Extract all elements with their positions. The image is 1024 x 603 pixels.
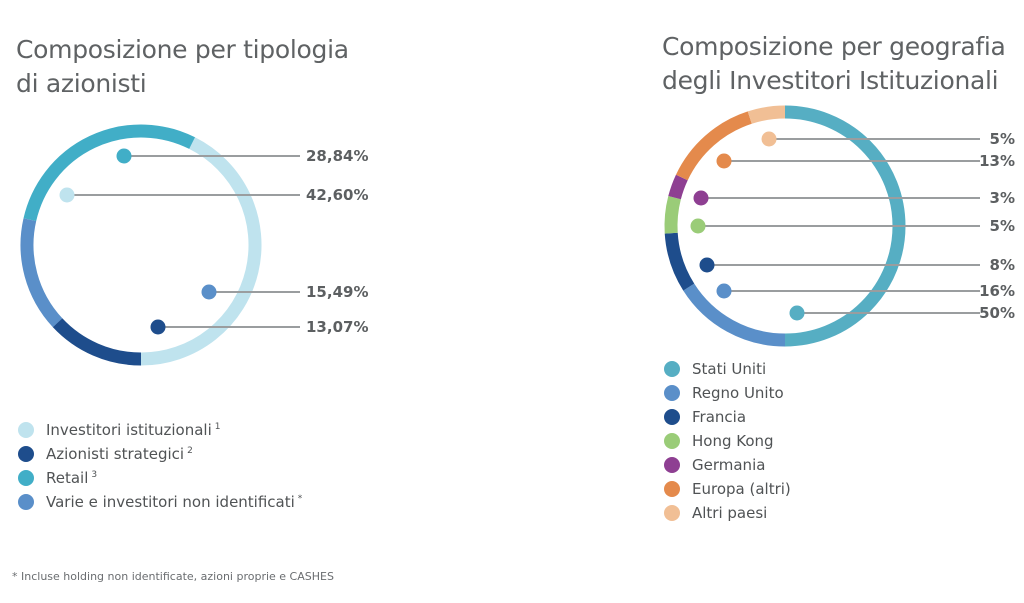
legend-superscript: 1 <box>214 422 221 432</box>
slice-marker <box>716 153 732 169</box>
legend-label: Stati Uniti <box>692 360 767 378</box>
legend-swatch <box>664 361 680 377</box>
legend-label: Retail <box>46 469 89 487</box>
legend-superscript: 3 <box>91 470 98 480</box>
legend-item: Varie e investitori non identificati * <box>16 490 302 514</box>
data-label: 42,60% <box>306 186 368 204</box>
legend-label: Azionisti strategici <box>46 445 185 463</box>
legend-swatch <box>664 457 680 473</box>
chart-title-line-2: degli Investitori Istituzionali <box>662 66 999 95</box>
legend-shareholder-type: Investitori istituzionali 1 Azionisti stra… <box>16 418 302 514</box>
legend-item: Germania <box>662 453 791 477</box>
data-label: 16% <box>979 282 1015 300</box>
data-label: 5% <box>990 217 1015 235</box>
donut-slice <box>140 137 262 366</box>
legend-label: Francia <box>692 408 747 426</box>
legend-superscript: * <box>297 494 303 504</box>
legend-item: Altri paesi <box>662 501 791 525</box>
legend-superscript: 2 <box>187 446 193 456</box>
legend-label: Regno Unito <box>692 384 784 402</box>
chart-title-line-1: Composizione per tipologia <box>16 35 349 64</box>
data-label: 5% <box>990 130 1015 148</box>
legend-label: Altri paesi <box>692 504 768 522</box>
donut-slice <box>747 105 786 124</box>
legend-item: Stati Uniti <box>662 357 791 381</box>
legend-label: Hong Kong <box>692 432 774 450</box>
chart-title-composition-geography: Composizione per geografia degli Investi… <box>662 30 1022 98</box>
donut-slice <box>675 111 752 181</box>
data-label: 28,84% <box>306 147 368 165</box>
legend-swatch <box>18 422 34 438</box>
donut-slice <box>664 196 681 234</box>
data-label: 3% <box>990 189 1015 207</box>
legend-swatch <box>664 433 680 449</box>
legend-item: Francia <box>662 405 791 429</box>
chart-title-line-1: Composizione per geografia <box>662 32 1006 61</box>
legend-item: Regno Unito <box>662 381 791 405</box>
legend-swatch <box>18 470 34 486</box>
data-label: 15,49% <box>306 283 368 301</box>
data-label: 13% <box>979 152 1015 170</box>
chart-title-composition-type: Composizione per tipologia di azionisti <box>16 33 376 101</box>
slice-marker <box>59 187 75 203</box>
legend-item: Retail 3 <box>16 466 302 490</box>
slice-marker <box>699 257 715 273</box>
donut-slice <box>20 218 63 328</box>
legend-item: Investitori istituzionali 1 <box>16 418 302 442</box>
donut-slice <box>23 124 196 222</box>
data-label: 13,07% <box>306 318 368 336</box>
legend-swatch <box>664 481 680 497</box>
donut-slice <box>668 174 688 200</box>
legend-swatch <box>664 505 680 521</box>
legend-geography: Stati Uniti Regno Unito Francia Hong Kong Ge… <box>662 357 791 525</box>
data-label: 8% <box>990 256 1015 274</box>
donut-slice <box>683 283 786 347</box>
slice-marker <box>789 305 805 321</box>
legend-item: Europa (altri) <box>662 477 791 501</box>
slice-marker <box>201 284 217 300</box>
legend-label: Europa (altri) <box>692 480 791 498</box>
slice-marker <box>116 148 132 164</box>
footnote: * Incluse holding non identificate, azio… <box>12 570 334 583</box>
slice-marker <box>693 190 709 206</box>
chart-title-line-2: di azionisti <box>16 69 147 98</box>
donut-slice <box>664 232 695 291</box>
legend-label: Investitori istituzionali <box>46 421 212 439</box>
donut-slice <box>52 318 142 366</box>
legend-swatch <box>664 409 680 425</box>
legend-swatch <box>664 385 680 401</box>
slice-marker <box>716 283 732 299</box>
slice-marker <box>690 218 706 234</box>
legend-swatch <box>18 494 34 510</box>
slice-marker <box>150 319 166 335</box>
legend-swatch <box>18 446 34 462</box>
legend-item: Hong Kong <box>662 429 791 453</box>
slice-marker <box>761 131 777 147</box>
data-label: 50% <box>979 304 1015 322</box>
legend-label: Varie e investitori non identificati <box>46 493 295 511</box>
legend-label: Germania <box>692 456 766 474</box>
legend-item: Azionisti strategici 2 <box>16 442 302 466</box>
